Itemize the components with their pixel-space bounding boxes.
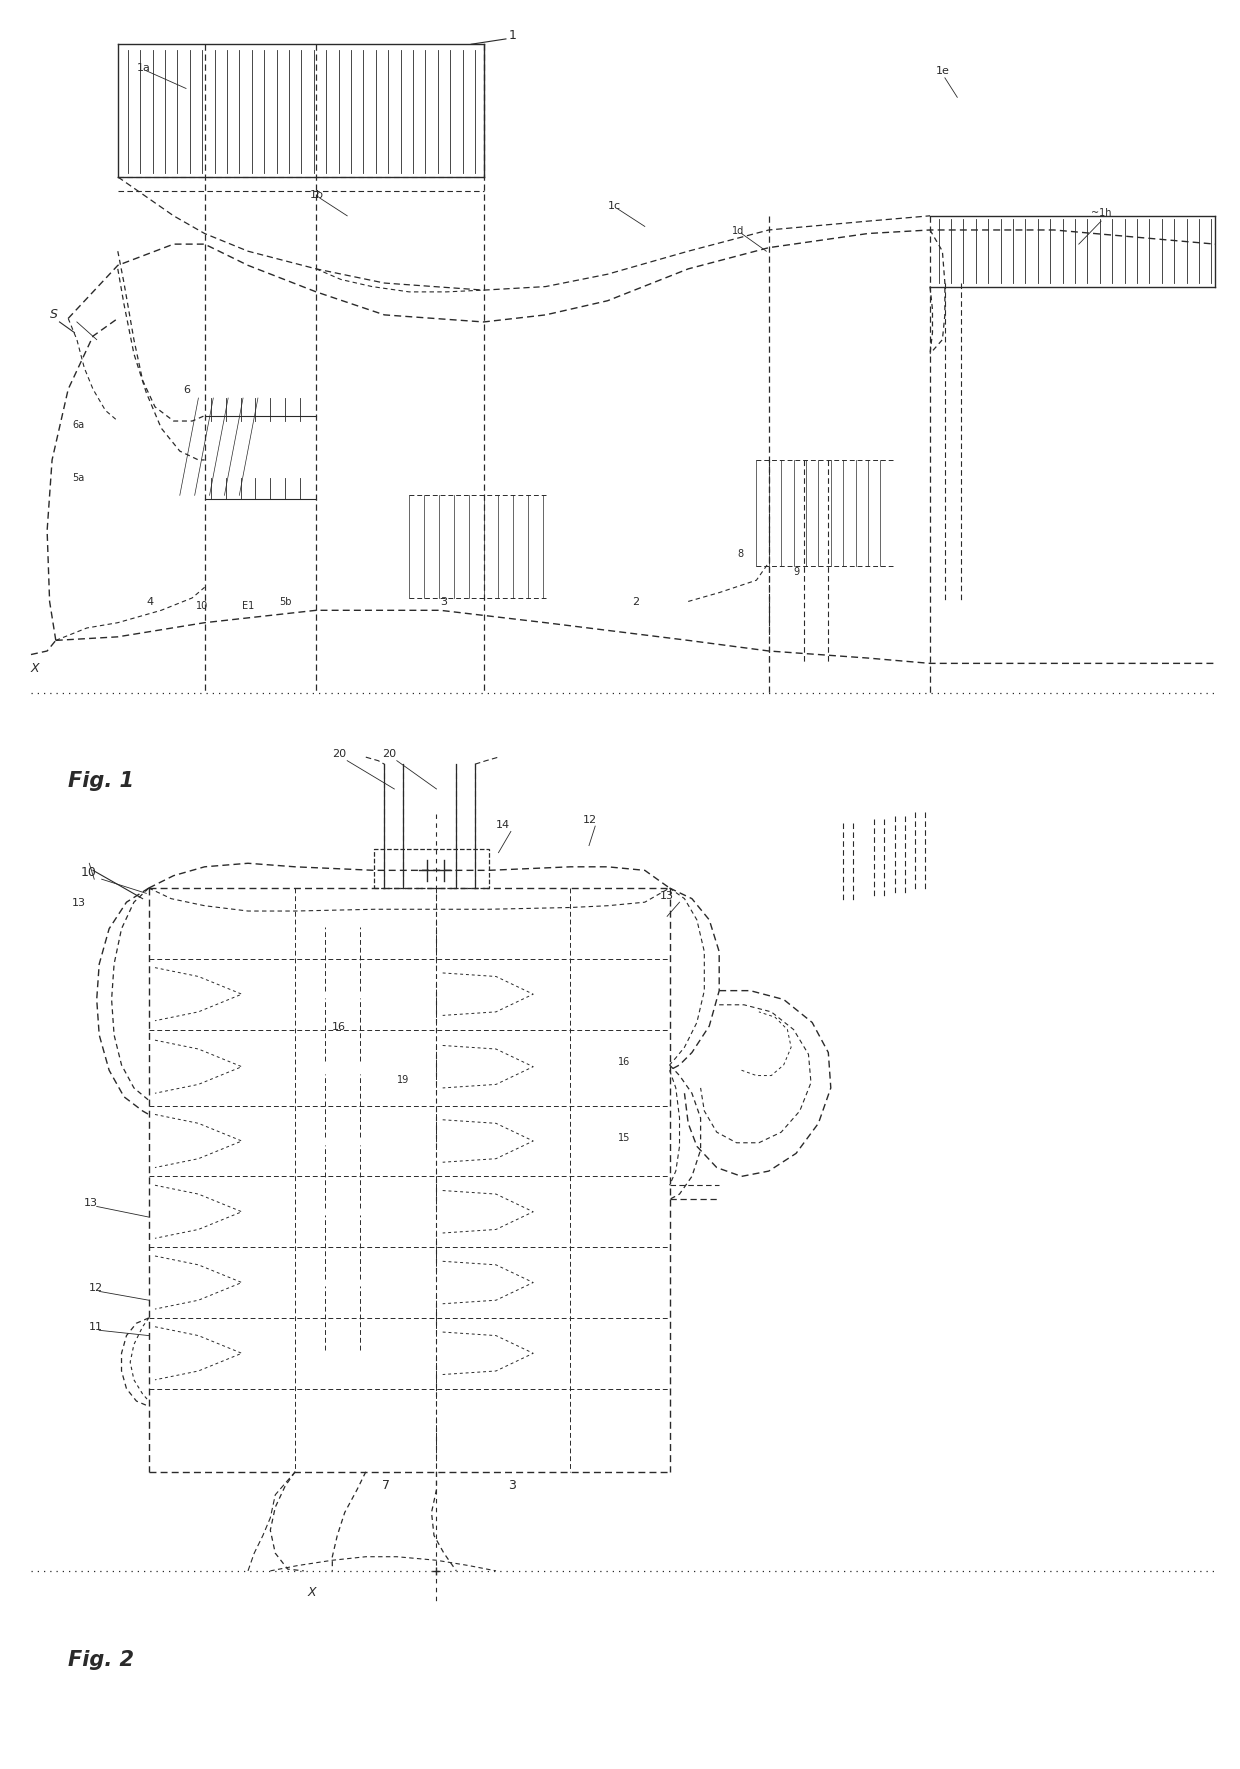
Text: 15: 15 (618, 1132, 630, 1143)
Text: 1c: 1c (608, 200, 621, 211)
Text: 19: 19 (397, 1074, 409, 1084)
Text: 1d: 1d (732, 225, 744, 235)
Text: 13: 13 (660, 890, 673, 900)
Text: ~1h: ~1h (1091, 207, 1112, 218)
Text: 3: 3 (440, 596, 448, 607)
Text: 14: 14 (496, 819, 510, 830)
Text: 13: 13 (84, 1198, 98, 1208)
Text: Fig. 1: Fig. 1 (68, 771, 134, 791)
Text: E1: E1 (242, 600, 254, 610)
Text: 2: 2 (632, 596, 640, 607)
Text: 8: 8 (738, 548, 744, 559)
Text: 16: 16 (332, 1021, 346, 1031)
Text: 1e: 1e (936, 65, 950, 76)
Text: 1a: 1a (136, 62, 150, 73)
Text: 12: 12 (89, 1283, 103, 1293)
Bar (374, 849, 489, 888)
Text: 1b: 1b (310, 189, 324, 200)
Text: 20: 20 (382, 748, 396, 759)
Text: 6: 6 (184, 384, 191, 394)
Text: 9: 9 (794, 566, 800, 577)
Text: 10: 10 (196, 600, 208, 610)
Text: 1: 1 (508, 28, 516, 42)
Text: 3: 3 (508, 1479, 516, 1493)
Text: 7: 7 (382, 1479, 389, 1493)
Text: 6a: 6a (72, 419, 84, 430)
Text: 5a: 5a (72, 472, 84, 483)
Text: X: X (308, 1585, 316, 1599)
Text: S: S (50, 308, 57, 322)
Text: 12: 12 (583, 814, 596, 824)
Text: 16: 16 (618, 1056, 630, 1067)
Text: 10: 10 (81, 865, 97, 879)
Text: X: X (31, 662, 40, 676)
Text: 4: 4 (146, 596, 154, 607)
Text: 5b: 5b (279, 596, 291, 607)
Text: 20: 20 (332, 748, 346, 759)
Text: 11: 11 (89, 1321, 103, 1332)
Text: 13: 13 (72, 897, 86, 907)
Text: Fig. 2: Fig. 2 (68, 1650, 134, 1670)
